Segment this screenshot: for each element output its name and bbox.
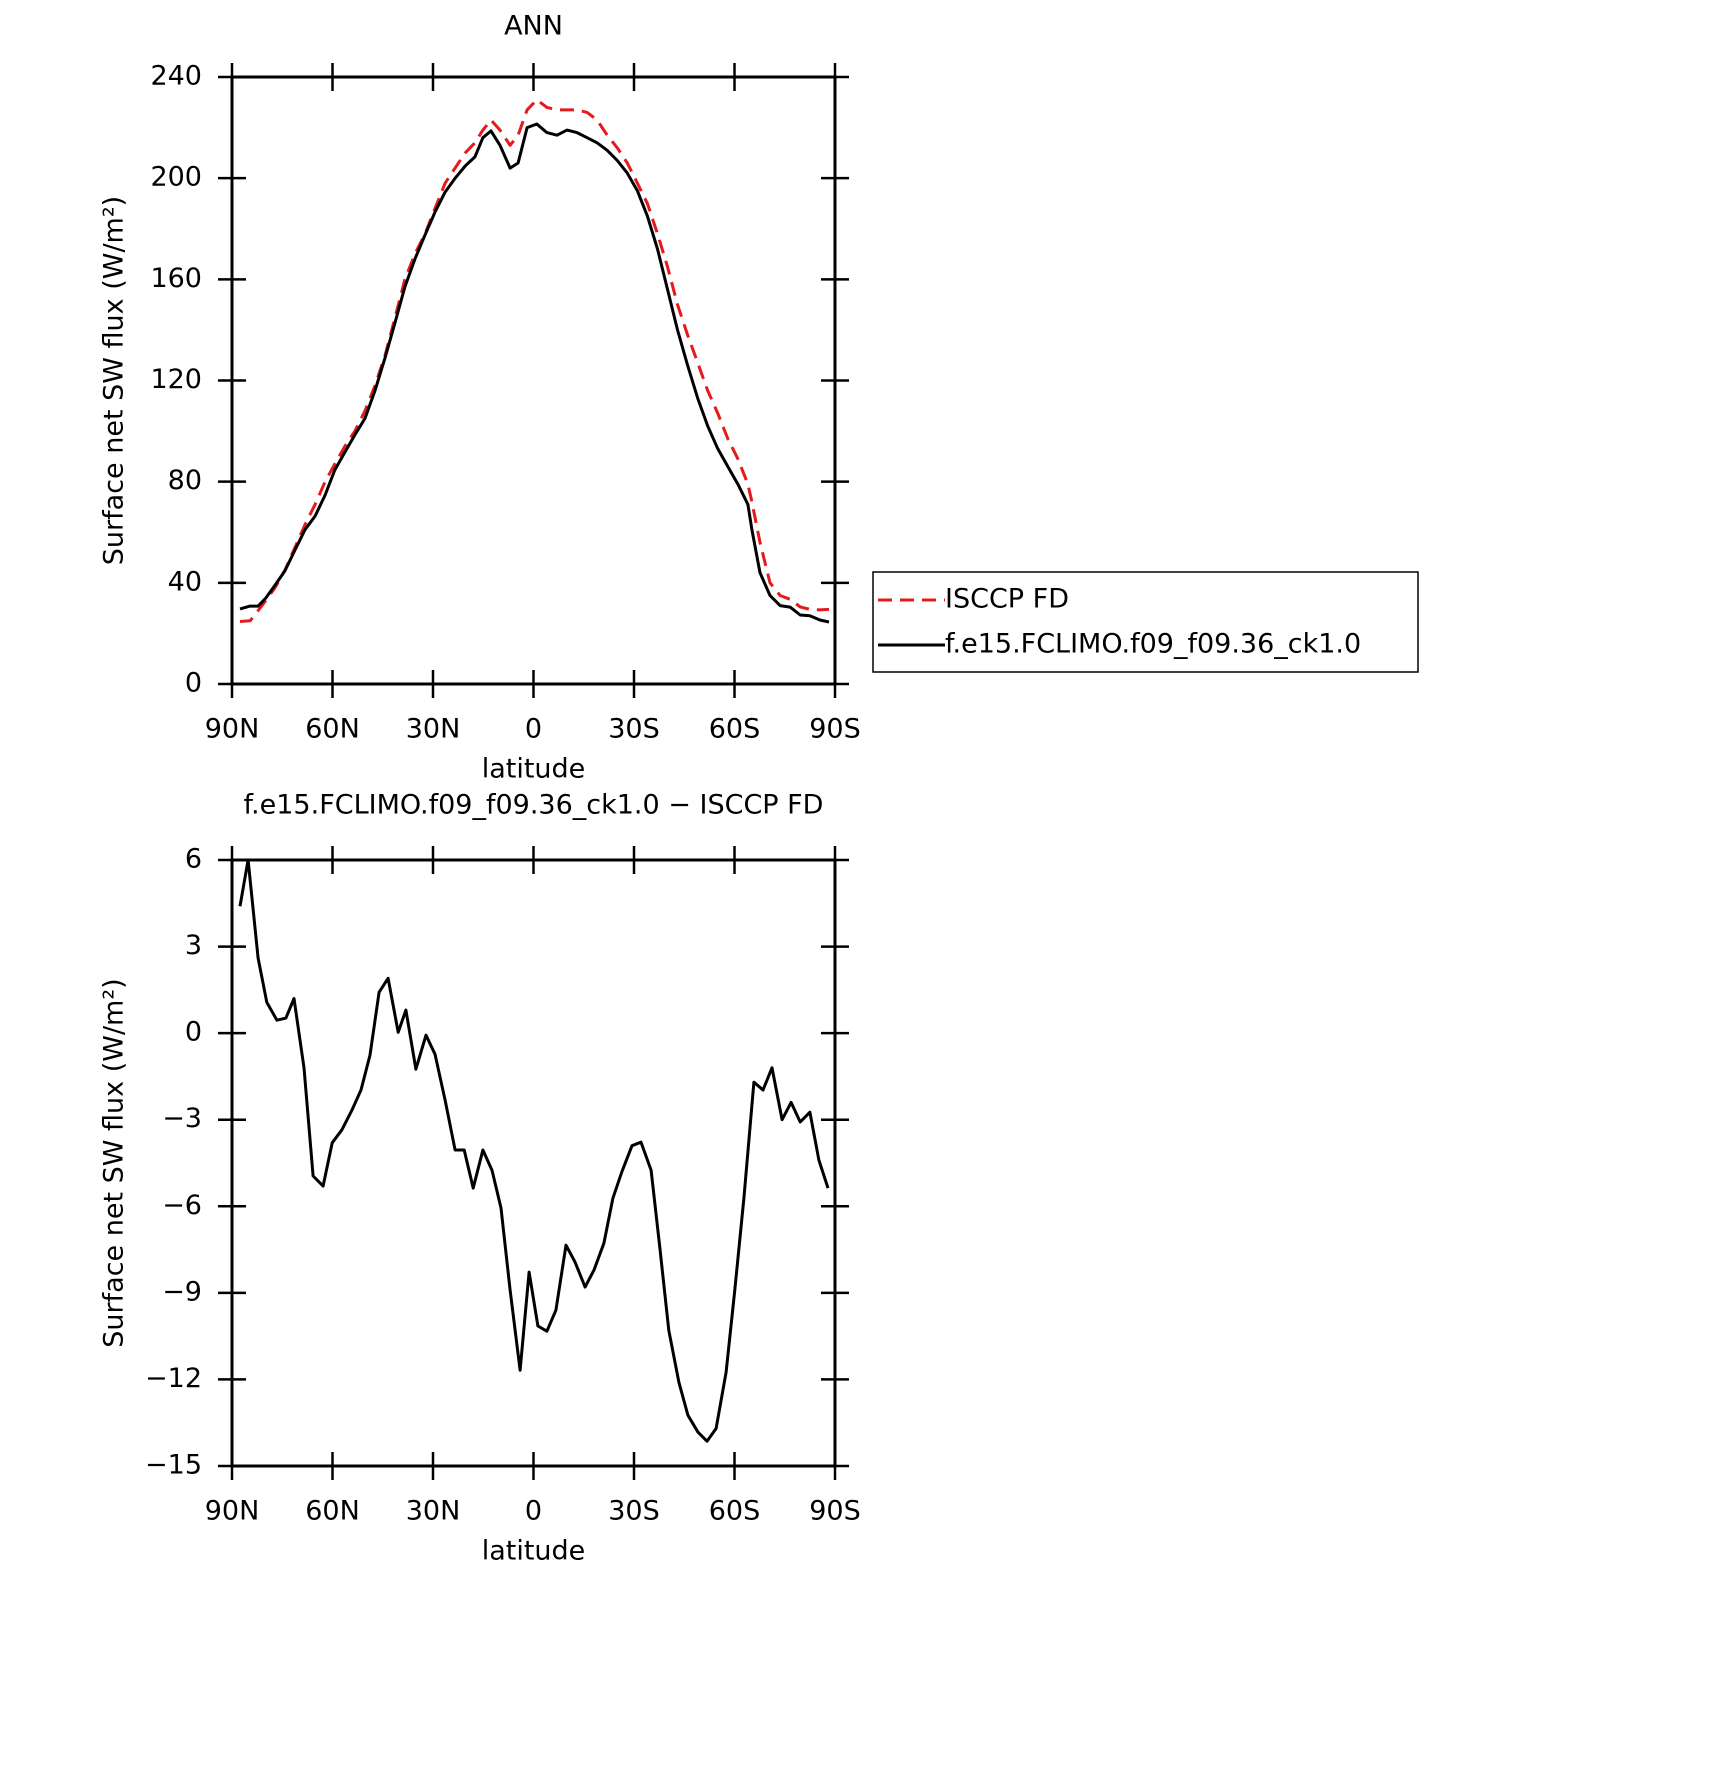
x-axis-label: latitude: [482, 754, 586, 785]
y-axis-label: Surface net SW flux (W/m²): [99, 978, 130, 1347]
x-tick-label: 90S: [809, 714, 861, 745]
x-tick-label: 30N: [406, 1496, 461, 1527]
y-tick-label: −15: [145, 1450, 202, 1481]
x-tick-label: 90N: [205, 714, 260, 745]
x-tick-label: 0: [525, 1496, 542, 1527]
x-tick-label: 90S: [809, 1496, 861, 1527]
chart-title: ANN: [504, 11, 563, 42]
x-tick-label: 60S: [709, 1496, 761, 1527]
legend: ISCCP FD f.e15.FCLIMO.f09_f09.36_ck1.0: [872, 571, 1419, 673]
y-tick-label: 120: [150, 364, 202, 395]
x-tick-label: 0: [525, 714, 542, 745]
y-tick-label: 0: [185, 668, 202, 699]
y-tick-label: 40: [168, 566, 202, 597]
data-line: [239, 98, 830, 623]
x-tick-label: 60S: [709, 714, 761, 745]
x-tick-label: 60N: [305, 714, 360, 745]
y-tick-label: −3: [162, 1103, 202, 1134]
x-tick-label: 30N: [406, 714, 461, 745]
y-tick-label: 0: [185, 1017, 202, 1048]
plot-frame: [230, 75, 837, 686]
y-tick-label: 3: [185, 930, 202, 961]
legend-label: ISCCP FD: [945, 584, 1069, 615]
plot-frame: [230, 858, 837, 1468]
x-tick-label: 60N: [305, 1496, 360, 1527]
y-tick-label: 80: [168, 465, 202, 496]
y-tick-label: 240: [150, 61, 202, 92]
legend-label: f.e15.FCLIMO.f09_f09.36_ck1.0: [945, 629, 1361, 660]
data-line: [238, 858, 830, 1443]
data-line: [239, 122, 830, 624]
y-tick-label: 6: [185, 844, 202, 875]
y-tick-label: −9: [162, 1276, 202, 1307]
chart-title: f.e15.FCLIMO.f09_f09.36_ck1.0 − ISCCP FD: [244, 790, 824, 821]
y-tick-label: −12: [145, 1363, 202, 1394]
x-tick-label: 30S: [608, 1496, 660, 1527]
x-tick-label: 90N: [205, 1496, 260, 1527]
y-tick-label: 200: [150, 162, 202, 193]
x-axis-label: latitude: [482, 1536, 586, 1567]
x-tick-label: 30S: [608, 714, 660, 745]
legend-box: [872, 571, 1419, 673]
y-tick-label: −6: [162, 1190, 202, 1221]
y-axis-label: Surface net SW flux (W/m²): [99, 196, 130, 565]
y-tick-label: 160: [150, 263, 202, 294]
